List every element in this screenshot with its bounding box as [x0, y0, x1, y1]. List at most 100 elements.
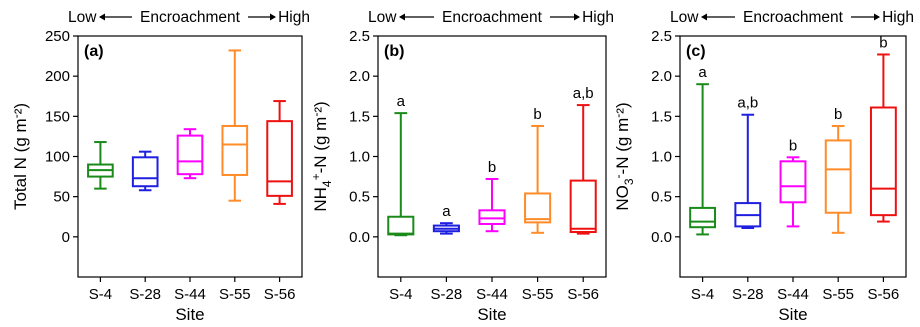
box-s-4: a	[689, 64, 717, 236]
y-axis-label: Total N (g m-²)	[9, 103, 30, 210]
x-tick-label: S-4	[389, 286, 412, 303]
x-tick-label: S-56	[264, 286, 296, 303]
box-s-56: a,b	[569, 85, 597, 235]
left-arrowhead-icon	[701, 13, 707, 21]
x-tick-label: S-4	[89, 286, 112, 303]
x-tick-label: S-4	[691, 286, 714, 303]
iqr-box	[779, 160, 807, 204]
y-tick-label: 200	[45, 68, 70, 85]
box-s-28	[131, 150, 159, 192]
iqr-box	[689, 206, 717, 229]
iqr-box	[569, 179, 597, 234]
significance-label: a	[698, 64, 707, 81]
y-tick-label: 2.0	[651, 68, 672, 85]
y-tick-label: 0.5	[651, 189, 672, 206]
encroachment-label: Encroachment	[140, 9, 241, 26]
right-arrowhead-icon	[574, 13, 580, 21]
x-tick-label: S-28	[431, 286, 463, 303]
iqr-box	[869, 106, 897, 217]
x-tick-label: S-44	[777, 286, 809, 303]
significance-label: b	[879, 34, 887, 51]
box-s-4: a	[387, 93, 415, 237]
y-axis-label: NO3--N (g m-²)	[611, 102, 636, 210]
encroachment-high-label: High	[582, 9, 614, 26]
encroachment-high-label: High	[278, 9, 310, 26]
encroachment-low-label: Low	[368, 9, 397, 26]
panel-a: Low Encroachment High 0 50 100 150 200 250 S-4 S-2…	[9, 9, 310, 324]
y-tick-label: 1.0	[651, 149, 672, 166]
panel-label: (b)	[384, 43, 404, 60]
encroachment-high-label: High	[882, 9, 914, 26]
panel-label: (a)	[84, 43, 104, 60]
x-tick-label: S-44	[476, 286, 508, 303]
right-arrowhead-icon	[874, 13, 880, 21]
y-axis-label: NH4+-N (g m-²)	[309, 101, 334, 211]
iqr-box	[478, 209, 506, 225]
significance-label: a	[442, 203, 451, 220]
box-s-28: a,b	[734, 95, 762, 229]
y-tick-label: 0	[62, 229, 70, 246]
panel-label: (c)	[686, 43, 706, 60]
y-tick-label: 50	[53, 189, 70, 206]
box-s-4	[87, 141, 114, 190]
y-tick-label: 150	[45, 108, 70, 125]
significance-label: b	[834, 106, 842, 123]
y-tick-label: 1.5	[349, 108, 370, 125]
significance-label: a,b	[737, 95, 758, 112]
plot-frame	[77, 35, 303, 278]
right-arrowhead-icon	[270, 13, 276, 21]
y-tick-label: 2.5	[651, 28, 672, 45]
box-s-44: b	[779, 137, 807, 228]
y-tick-label: 0.0	[651, 229, 672, 246]
x-tick-label: S-56	[567, 286, 599, 303]
iqr-box	[221, 124, 249, 176]
y-tick-label: 250	[45, 28, 70, 45]
significance-label: a	[397, 93, 406, 110]
box-s-55	[221, 49, 249, 202]
significance-label: b	[789, 137, 797, 154]
iqr-box	[824, 139, 852, 214]
y-tick-label: 1.5	[651, 108, 672, 125]
box-s-55: b	[524, 106, 552, 234]
x-axis-label: Site	[477, 305, 506, 324]
left-arrowhead-icon	[99, 13, 105, 21]
left-arrowhead-icon	[399, 13, 405, 21]
x-tick-label: S-28	[129, 286, 161, 303]
box-s-28: a	[432, 203, 460, 235]
x-axis-label: Site	[175, 305, 204, 324]
box-s-55: b	[824, 106, 852, 234]
panel-b: Low Encroachment High 0.0 0.5 1.0 1.5 2.0 2.5 S-4…	[309, 9, 614, 324]
encroachment-label: Encroachment	[743, 9, 844, 26]
x-tick-label: S-55	[219, 286, 251, 303]
y-tick-label: 2.5	[349, 28, 370, 45]
iqr-box	[131, 156, 159, 188]
y-tick-label: 2.0	[349, 68, 370, 85]
y-tick-label: 1.0	[349, 149, 370, 166]
y-tick-label: 0.5	[349, 189, 370, 206]
iqr-box	[266, 120, 293, 197]
panel-c: Low Encroachment High 0.0 0.5 1.0 1.5 2.0 2.5 S-4…	[611, 9, 914, 324]
x-tick-label: S-55	[822, 286, 854, 303]
box-s-56: b	[869, 34, 897, 223]
y-tick-label: 0.0	[349, 229, 370, 246]
significance-label: b	[488, 159, 496, 176]
box-s-44: b	[478, 159, 506, 233]
significance-label: a,b	[573, 85, 594, 102]
iqr-box	[524, 192, 552, 224]
y-tick-label: 100	[45, 149, 70, 166]
plot-frame	[377, 35, 607, 278]
x-tick-label: S-44	[174, 286, 206, 303]
significance-label: b	[533, 106, 541, 123]
encroachment-low-label: Low	[68, 9, 97, 26]
box-s-56	[266, 100, 293, 205]
iqr-box	[176, 134, 204, 176]
x-tick-label: S-28	[732, 286, 764, 303]
box-s-44	[176, 128, 204, 180]
encroachment-low-label: Low	[670, 9, 699, 26]
x-tick-label: S-55	[522, 286, 554, 303]
iqr-box	[387, 215, 415, 236]
encroachment-label: Encroachment	[442, 9, 543, 26]
x-axis-label: Site	[778, 305, 807, 324]
x-tick-label: S-56	[868, 286, 900, 303]
